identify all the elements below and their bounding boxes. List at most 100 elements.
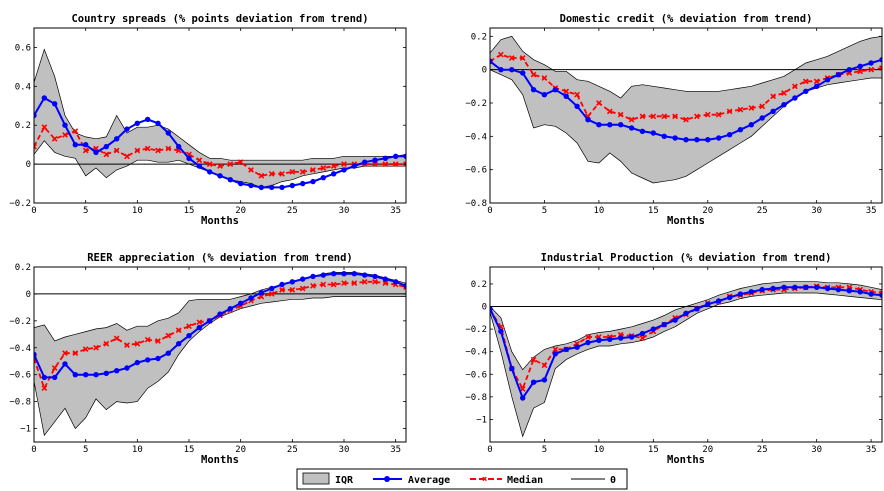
domestic-credit-iqr-band [490, 35, 882, 184]
industrial-production-xlabel: Months [667, 454, 705, 466]
domestic-credit-median-point [617, 111, 624, 118]
country-spreads-average-point [258, 184, 264, 191]
industrial-production-median-point [552, 346, 559, 353]
domestic-credit-average-point [726, 132, 733, 138]
industrial-production-average-point [520, 395, 526, 401]
reer-appreciation-median-point [165, 332, 172, 339]
domestic-credit-median-point [650, 113, 657, 120]
reer-appreciation-average-point [248, 295, 254, 301]
industrial-production-average-point [661, 321, 667, 328]
reer-appreciation-xtick-label: 10 [132, 445, 143, 455]
domestic-credit-average-point [661, 133, 667, 139]
reer-appreciation-average-point [83, 372, 89, 378]
country-spreads-median-point [72, 128, 79, 134]
reer-appreciation-average-point [186, 333, 192, 339]
domestic-credit-average-point [868, 60, 874, 66]
country-spreads-average-point [155, 120, 161, 127]
reer-appreciation-median-point [310, 282, 316, 289]
domestic-credit-xtick-label: 35 [866, 206, 877, 216]
industrial-production-average-point [490, 306, 493, 312]
domestic-credit-ytick-label: −0.6 [465, 166, 487, 176]
country-spreads-average-point [41, 95, 47, 101]
industrial-production-average-point [618, 335, 624, 341]
country-spreads-xtick-label: 15 [184, 206, 195, 216]
domestic-credit-average-point [530, 87, 537, 93]
domestic-credit-xtick-label: 30 [811, 206, 822, 216]
reer-appreciation-xtick-label: 0 [31, 445, 36, 455]
domestic-credit-ytick-label: 0.2 [471, 32, 487, 42]
country-spreads-median-point [113, 147, 120, 154]
industrial-production-average-point [759, 286, 765, 293]
reer-appreciation-median-point [82, 346, 89, 352]
country-spreads-median-point [237, 159, 244, 166]
domestic-credit-average-point [574, 103, 580, 110]
industrial-production-xtick-label: 5 [542, 445, 547, 455]
domestic-credit-median-point [519, 55, 526, 61]
legend-median-label: Median [507, 474, 543, 486]
country-spreads-median-point [155, 147, 161, 154]
country-spreads-average-point [238, 180, 244, 187]
domestic-credit-median-point [508, 55, 515, 61]
industrial-production-average-point [835, 286, 842, 293]
country-spreads-ytick-label: 0.6 [15, 43, 31, 53]
industrial-production-average-point [726, 294, 733, 301]
industrial-production-average-point [694, 306, 700, 312]
domestic-credit-median-point [530, 71, 537, 78]
reer-appreciation-median-point [289, 287, 296, 293]
domestic-credit-average-point [552, 87, 558, 93]
country-spreads-median-point [330, 163, 337, 169]
legend-box [296, 468, 628, 490]
country-spreads-xlabel: Months [201, 215, 239, 227]
industrial-production-median-point [541, 362, 548, 369]
country-spreads-average-point [207, 169, 213, 175]
domestic-credit-average-point [490, 58, 493, 64]
domestic-credit-median-point [715, 111, 722, 118]
industrial-production-average-point [530, 379, 537, 385]
industrial-production-ytick-label: −0.2 [465, 325, 487, 335]
domestic-credit-average-point [596, 122, 602, 128]
country-spreads-median-point [248, 167, 254, 173]
domestic-credit-median-point [694, 113, 700, 120]
domestic-credit-ytick-label: −0.2 [465, 99, 487, 109]
industrial-production-average-point [824, 285, 831, 292]
industrial-production-average-point [716, 298, 722, 304]
domestic-credit-average-point [781, 102, 787, 108]
domestic-credit-average-point [509, 67, 515, 73]
country-spreads-median-point [206, 161, 213, 167]
industrial-production-average-point [607, 336, 613, 342]
domestic-credit-median-point [606, 108, 613, 115]
domestic-credit-median-point [792, 83, 798, 90]
reer-appreciation-median-point [361, 278, 368, 285]
industrial-production-ytick-label: 0.2 [471, 280, 487, 290]
reer-appreciation-median-point [41, 385, 48, 392]
reer-appreciation-average-point [176, 341, 182, 347]
reer-appreciation-average-point [227, 306, 233, 312]
country-spreads-median-point [227, 161, 234, 167]
country-spreads-average-point [300, 180, 306, 187]
industrial-production-xtick-label: 20 [702, 445, 713, 455]
domestic-credit-average-point [639, 128, 646, 134]
industrial-production-xtick-label: 35 [866, 445, 877, 455]
domestic-credit-ytick-label: −0.4 [465, 132, 487, 142]
panel-reer-appreciation: 0 5 10 15 20 25 30 35 −1 −0.8 −0.6 −0.4 −0.2 0 0.2 REER… [9, 252, 407, 466]
reer-appreciation-median-point [320, 281, 327, 288]
reer-appreciation-average-point [362, 272, 368, 278]
industrial-production-average-point [552, 351, 558, 357]
reer-appreciation-average-point [52, 374, 58, 381]
country-spreads-median-point [372, 161, 378, 167]
reer-appreciation-average-point [372, 273, 378, 280]
country-spreads-ytick-label: −0.2 [9, 199, 31, 209]
domestic-credit-average-point [607, 122, 613, 128]
country-spreads-average-point [403, 153, 406, 159]
industrial-production-average-point [563, 346, 569, 353]
legend-average-marker [384, 476, 390, 482]
country-spreads-xtick-label: 0 [31, 206, 36, 216]
legend-iqr-label: IQR [335, 475, 354, 486]
domestic-credit-median-point [704, 111, 711, 118]
country-spreads-median-point [196, 157, 203, 164]
country-spreads-median-point [217, 163, 223, 169]
domestic-credit-average-point [748, 122, 754, 128]
country-spreads-median-point [320, 165, 327, 171]
